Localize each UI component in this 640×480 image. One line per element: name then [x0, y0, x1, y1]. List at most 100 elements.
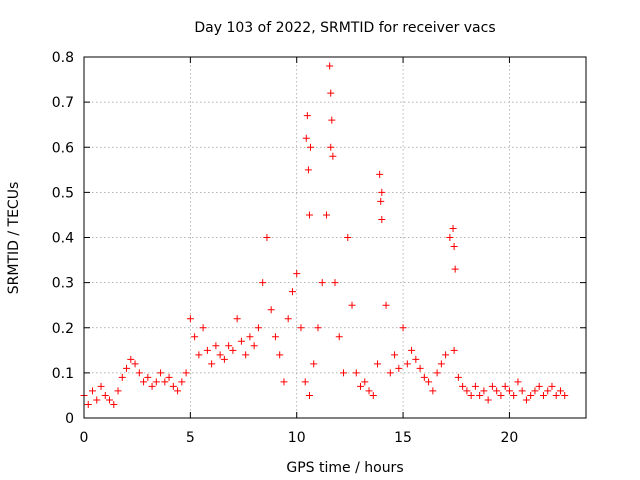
data-points [80, 62, 569, 408]
data-point [237, 337, 245, 345]
data-point [459, 382, 467, 390]
data-point [280, 378, 288, 386]
data-point [302, 134, 310, 142]
data-point [327, 89, 335, 97]
data-point [369, 391, 377, 399]
data-point [318, 279, 326, 287]
data-point [329, 152, 337, 160]
data-point [254, 324, 262, 332]
data-point [527, 391, 535, 399]
data-point [191, 333, 199, 341]
data-point [135, 369, 143, 377]
data-point [382, 301, 390, 309]
data-point [174, 387, 182, 395]
data-point [327, 143, 335, 151]
data-point [293, 270, 301, 278]
data-point [352, 369, 360, 377]
data-point [259, 279, 267, 287]
x-tick-label: 10 [288, 430, 306, 446]
data-point [476, 391, 484, 399]
data-point [425, 378, 433, 386]
data-point [480, 387, 488, 395]
data-point [450, 346, 458, 354]
data-point [144, 373, 152, 381]
data-point [335, 333, 343, 341]
data-point [322, 211, 330, 219]
data-point [416, 364, 424, 372]
data-point [331, 279, 339, 287]
data-point [157, 369, 165, 377]
data-point [263, 234, 271, 241]
y-tick-label: 0.5 [52, 185, 74, 201]
data-point [535, 382, 543, 390]
data-point [271, 333, 279, 341]
data-point [429, 387, 437, 395]
data-point [178, 378, 186, 386]
data-point [408, 346, 416, 354]
data-point [233, 315, 241, 323]
data-point [420, 373, 428, 381]
data-point [539, 391, 547, 399]
data-point [467, 391, 475, 399]
data-point [199, 324, 207, 332]
data-point [548, 382, 556, 390]
data-point [556, 387, 564, 395]
y-tick-label: 0.6 [52, 140, 74, 156]
data-point [449, 224, 457, 232]
data-point [303, 112, 311, 120]
data-point [451, 265, 459, 273]
data-point [314, 324, 322, 332]
data-point [357, 382, 365, 390]
data-point [305, 211, 313, 219]
data-point [365, 387, 373, 395]
data-point [301, 378, 309, 386]
data-point [395, 364, 403, 372]
data-point [97, 382, 105, 390]
y-tick-label: 0.3 [52, 276, 74, 292]
data-point [403, 360, 411, 368]
data-point [348, 301, 356, 309]
axis-ticks: 0 5 10 15 20 0 0.1 0.2 0.3 0.4 0.5 0.6 0.7 0.8 [52, 50, 586, 446]
x-tick-label: 0 [80, 430, 89, 446]
data-point [123, 364, 131, 372]
data-point [514, 378, 522, 386]
data-point [288, 288, 296, 296]
data-point [326, 62, 334, 70]
data-point [267, 306, 275, 314]
data-point [497, 391, 505, 399]
data-point [276, 351, 284, 359]
y-tick-label: 0 [65, 411, 74, 427]
data-point [446, 234, 454, 241]
data-point [152, 378, 160, 386]
data-point [437, 360, 445, 368]
data-point [376, 170, 384, 178]
data-point [304, 166, 312, 174]
data-point [165, 373, 173, 381]
grid [84, 57, 586, 418]
data-point [169, 382, 177, 390]
data-point [378, 215, 386, 223]
data-point [297, 324, 305, 332]
data-point [442, 351, 450, 359]
data-point [484, 396, 492, 404]
data-point [89, 387, 97, 395]
data-point [208, 360, 216, 368]
data-point [305, 391, 313, 399]
data-point [378, 188, 386, 196]
data-point [106, 396, 114, 404]
data-point [510, 391, 518, 399]
x-tick-label: 5 [186, 430, 195, 446]
data-point [501, 382, 509, 390]
data-point [225, 342, 233, 350]
data-point [118, 373, 126, 381]
y-tick-label: 0.1 [52, 366, 74, 382]
data-point [114, 387, 122, 395]
data-point [127, 355, 135, 363]
data-point [220, 355, 228, 363]
data-point [229, 346, 237, 354]
data-point [284, 315, 292, 323]
y-tick-label: 0.7 [52, 95, 74, 111]
data-point [93, 396, 101, 404]
data-point [377, 197, 385, 205]
